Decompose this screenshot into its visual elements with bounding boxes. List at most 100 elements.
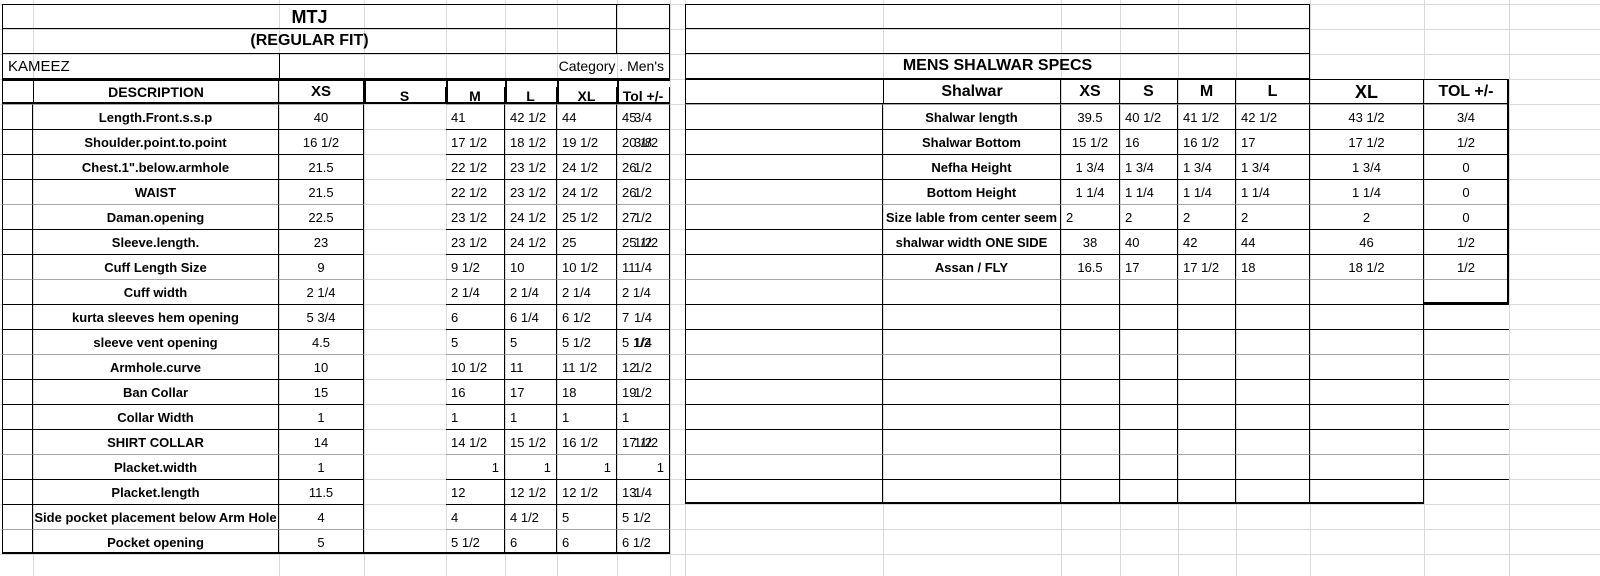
grid-line-vertical (557, 0, 558, 576)
kameez-cell-l: 6 1/2 (557, 304, 617, 329)
shalwar-cell-tol: 3/4 (1424, 104, 1509, 129)
shalwar-cell-tol: 0 (1424, 179, 1509, 204)
shalwar-cell-m: 42 (1178, 229, 1236, 254)
shalwar-row-gutter (685, 254, 883, 279)
shalwar-cell-m: 41 1/2 (1178, 104, 1236, 129)
grid-line-horizontal (0, 529, 1600, 530)
shalwar-cell-l (1236, 279, 1310, 304)
shalwar-row-gutter (685, 204, 883, 229)
kameez-cell-m: 17 (505, 379, 557, 404)
shalwar-cell-l: 2 (1236, 204, 1310, 229)
header-column-divider (364, 79, 366, 104)
shalwar-cell-s (1120, 379, 1178, 404)
kameez-cell-tol: 1/2 (617, 379, 670, 404)
grid-line-vertical (505, 0, 506, 576)
shalwar-cell-xl (1310, 329, 1424, 354)
shalwar-cell-xs: 16.5 (1061, 254, 1120, 279)
grid-line-vertical (1236, 0, 1237, 576)
shalwar-cell-xs: 2 (1061, 204, 1120, 229)
shalwar-row-gutter (685, 279, 883, 304)
shalwar-cell-xl (1310, 304, 1424, 329)
shalwar-cell-l (1236, 429, 1310, 454)
shalwar-row-label (883, 479, 1061, 504)
shalwar-row-gutter (685, 429, 883, 454)
grid-line-vertical (670, 0, 671, 576)
shalwar-cell-xl: 46 (1310, 229, 1424, 254)
shalwar-cell-tol: 1/2 (1424, 254, 1509, 279)
shalwar-cell-l (1236, 354, 1310, 379)
shalwar-cell-tol: 0 (1424, 204, 1509, 229)
kameez-cell-xs: 22.5 (279, 204, 364, 229)
shalwar-cell-xs: 1 1/4 (1061, 179, 1120, 204)
shalwar-cell-tol (1424, 304, 1509, 329)
kameez-header-xl: XL (557, 87, 617, 104)
kameez-row-label: Armhole.curve (33, 354, 279, 379)
kameez-cell-m: 24 1/2 (505, 204, 557, 229)
kameez-row-label: Length.Front.s.s.p (33, 104, 279, 129)
shalwar-cell-l: 1 3/4 (1236, 154, 1310, 179)
kameez-cell-m: 1 (505, 404, 557, 429)
kameez-cell-xs: 16 1/2 (279, 129, 364, 154)
kameez-row-gutter (2, 354, 33, 379)
shalwar-cell-xs: 1 3/4 (1061, 154, 1120, 179)
right-title-row-spacer (685, 4, 1310, 29)
shalwar-row-label: shalwar width ONE SIDE (883, 229, 1061, 254)
kameez-row-label: Placket.width (33, 454, 279, 479)
grid-line-vertical (446, 0, 447, 576)
shalwar-cell-m (1178, 379, 1236, 404)
kameez-cell-xs: 21.5 (279, 154, 364, 179)
kameez-cell-l: 1 (557, 404, 617, 429)
shalwar-cell-xs (1061, 404, 1120, 429)
kameez-cell-l: 16 1/2 (557, 429, 617, 454)
kameez-row-gutter (2, 454, 33, 479)
shalwar-cell-s (1120, 354, 1178, 379)
kameez-row-label: Side pocket placement below Arm Hole (33, 504, 279, 529)
shalwar-cell-xl: 1 1/4 (1310, 179, 1424, 204)
kameez-cell-xs: 4 (279, 504, 364, 529)
shalwar-cell-tol: 1/2 (1424, 129, 1509, 154)
shalwar-row-gutter (685, 154, 883, 179)
grid-line-vertical (364, 0, 365, 576)
shalwar-row-label: Assan / FLY (883, 254, 1061, 279)
kameez-cell-l: 24 1/2 (557, 154, 617, 179)
shalwar-tol-right-border (1507, 79, 1509, 304)
shalwar-cell-m: 1 3/4 (1178, 154, 1236, 179)
shalwar-cell-xs (1061, 354, 1120, 379)
shalwar-cell-xs (1061, 304, 1120, 329)
kameez-cell-m: 6 (505, 529, 557, 554)
shalwar-cell-m (1178, 354, 1236, 379)
kameez-row-gutter (2, 129, 33, 154)
kameez-cell-tol: 1/2 (617, 179, 670, 204)
shalwar-row-label (883, 279, 1061, 304)
kameez-cell-m: 18 1/2 (505, 129, 557, 154)
kameez-cell-m: 23 1/2 (505, 179, 557, 204)
kameez-cell-tol (617, 454, 670, 479)
kameez-cell-xs: 10 (279, 354, 364, 379)
shalwar-cell-m (1178, 479, 1236, 504)
shalwar-cell-xl (1310, 279, 1424, 304)
shalwar-header-gutter (685, 79, 883, 104)
shalwar-cell-s: 16 (1120, 129, 1178, 154)
kameez-row-gutter (2, 479, 33, 504)
shalwar-row-gutter (685, 129, 883, 154)
shalwar-cell-m (1178, 404, 1236, 429)
shalwar-cell-xs (1061, 379, 1120, 404)
kameez-cell-l: 19 1/2 (557, 129, 617, 154)
shalwar-row-label: Bottom Height (883, 179, 1061, 204)
shalwar-cell-xs (1061, 279, 1120, 304)
kameez-row-label: Pocket opening (33, 529, 279, 554)
shalwar-cell-xs (1061, 479, 1120, 504)
shalwar-row-label (883, 304, 1061, 329)
header-column-divider (617, 79, 619, 104)
kameez-cell-xs: 5 3/4 (279, 304, 364, 329)
kameez-row-gutter (2, 529, 33, 554)
kameez-cell-xs: 14 (279, 429, 364, 454)
shalwar-cell-l: 18 (1236, 254, 1310, 279)
shalwar-row-gutter (685, 379, 883, 404)
kameez-header-l: L (505, 87, 557, 104)
shalwar-row-gutter (685, 479, 883, 504)
grid-line-vertical (279, 0, 280, 576)
kameez-cell-s: 17 1/2 (446, 129, 505, 154)
shalwar-cell-m: 2 (1178, 204, 1236, 229)
